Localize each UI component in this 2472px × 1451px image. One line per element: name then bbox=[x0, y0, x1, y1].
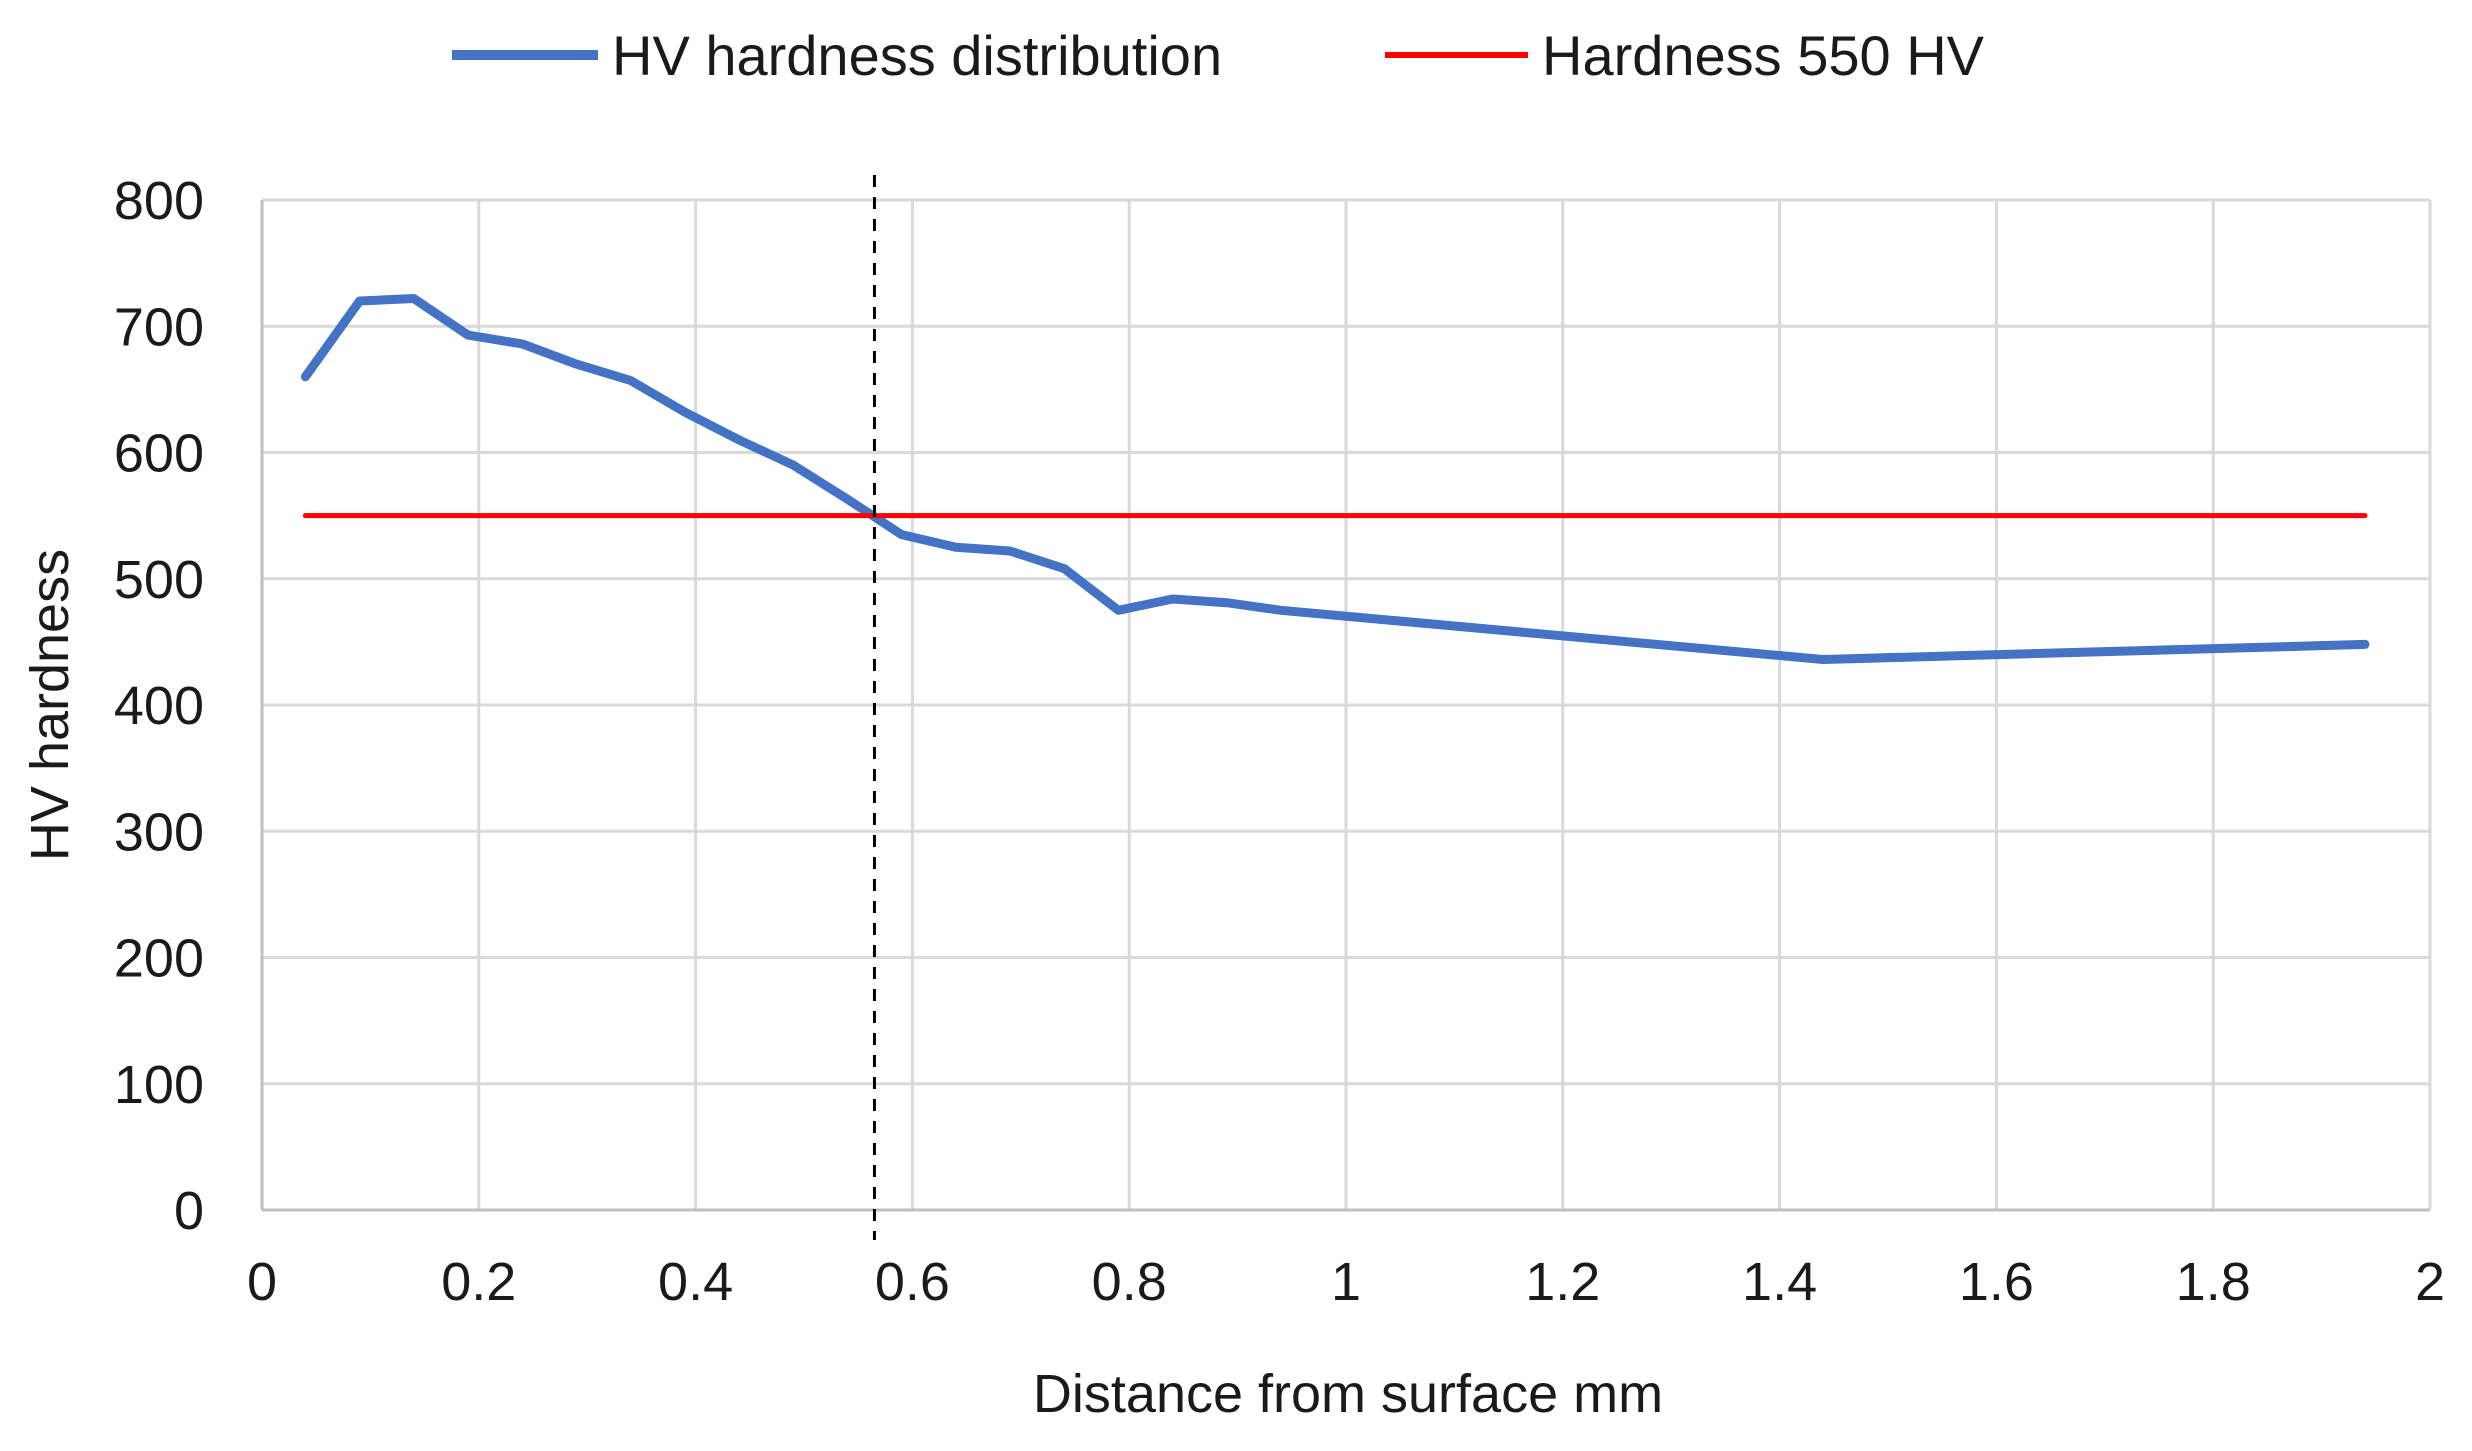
x-tick-label: 0.4 bbox=[658, 1252, 733, 1312]
y-tick-label: 100 bbox=[114, 1055, 204, 1115]
x-tick-label: 0.6 bbox=[875, 1252, 950, 1312]
y-axis-title: HV hardness bbox=[20, 549, 80, 861]
x-tick-label: 1.2 bbox=[1525, 1252, 1600, 1312]
axis-layer bbox=[260, 200, 2430, 1212]
x-tick-label: 1.6 bbox=[1959, 1252, 2034, 1312]
x-tick-label: 0.8 bbox=[1092, 1252, 1167, 1312]
y-tick-label: 500 bbox=[114, 550, 204, 610]
y-tick-label: 300 bbox=[114, 802, 204, 862]
y-tick-label: 0 bbox=[174, 1181, 204, 1241]
series-line-hv-distribution bbox=[300, 294, 2370, 664]
grid-layer bbox=[262, 198, 2432, 1210]
x-tick-label: 1 bbox=[1331, 1252, 1361, 1312]
y-tick-label: 700 bbox=[114, 297, 204, 357]
legend: HV hardness distribution Hardness 550 HV bbox=[452, 24, 1985, 87]
y-tick-label: 400 bbox=[114, 676, 204, 736]
x-axis-title: Distance from surface mm bbox=[1033, 1364, 1663, 1424]
series-layer bbox=[300, 294, 2370, 664]
x-tick-label: 2 bbox=[2415, 1252, 2445, 1312]
x-tick-label: 1.4 bbox=[1742, 1252, 1817, 1312]
tick-label-layer: 0 100 200 300 400 500 600 700 800 0 0.2 0.4 0.6 0.8 1 1… bbox=[114, 171, 2445, 1312]
y-tick-label: 800 bbox=[114, 171, 204, 231]
legend-label-hardness-550: Hardness 550 HV bbox=[1542, 24, 1985, 87]
legend-label-hv-distribution: HV hardness distribution bbox=[612, 24, 1222, 87]
y-tick-label: 200 bbox=[114, 929, 204, 989]
y-tick-label: 600 bbox=[114, 424, 204, 484]
x-tick-label: 0 bbox=[247, 1252, 277, 1312]
x-tick-label: 1.8 bbox=[2176, 1252, 2251, 1312]
x-tick-label: 0.2 bbox=[441, 1252, 516, 1312]
